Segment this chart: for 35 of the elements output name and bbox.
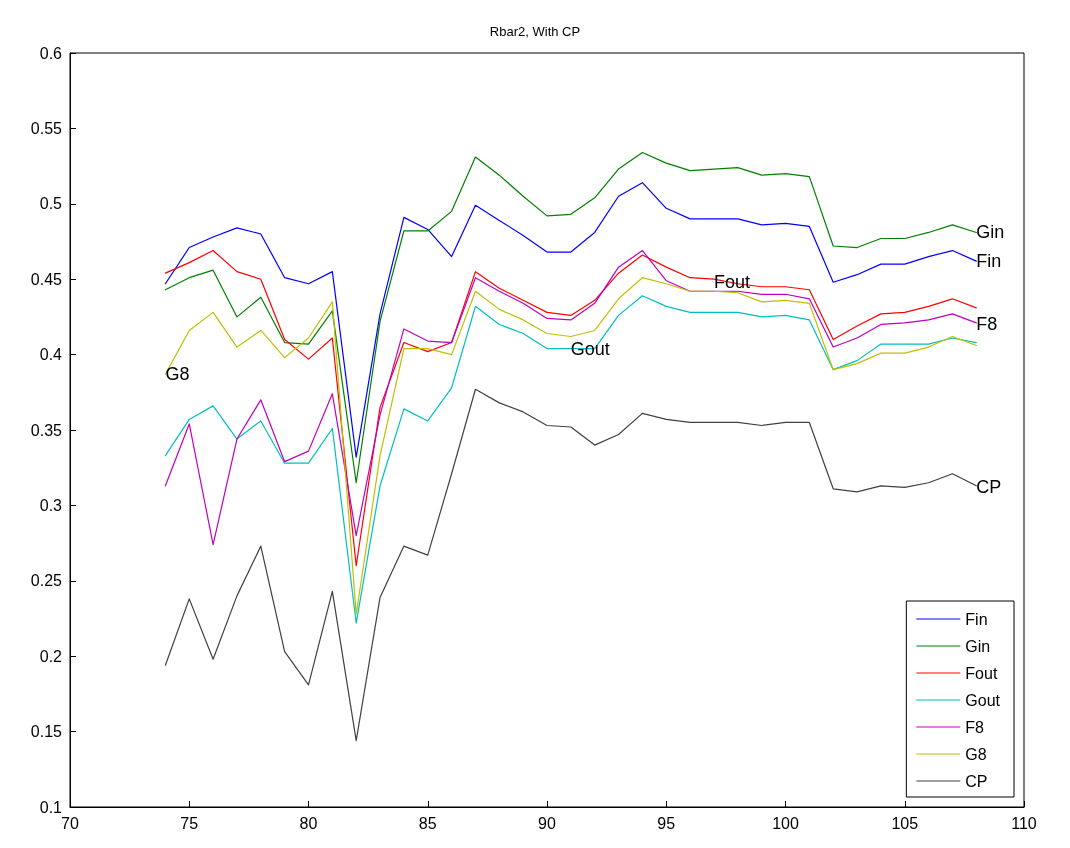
y-tick-label: 0.5 bbox=[39, 195, 63, 213]
legend-label: Gout bbox=[965, 691, 1001, 709]
x-tick-label: 75 bbox=[180, 814, 199, 832]
legend-label: Fout bbox=[965, 664, 998, 682]
x-tick-label: 105 bbox=[891, 814, 919, 832]
y-tick-label: 0.6 bbox=[39, 44, 63, 62]
annotation: Gin bbox=[976, 222, 1005, 243]
y-tick-label: 0.4 bbox=[39, 346, 63, 364]
legend-label: F8 bbox=[965, 718, 985, 736]
chart-title: Rbar2, With CP bbox=[489, 24, 581, 39]
legend-label: Fin bbox=[965, 610, 988, 628]
y-tick-label: 0.35 bbox=[30, 421, 63, 439]
x-tick-label: 95 bbox=[657, 814, 676, 832]
line-series bbox=[164, 182, 977, 458]
annotation: G8 bbox=[165, 364, 190, 385]
y-tick-label: 0.25 bbox=[30, 572, 63, 590]
y-tick-label: 0.3 bbox=[39, 496, 63, 514]
legend-label: CP bbox=[965, 772, 988, 790]
x-tick-label: 100 bbox=[772, 814, 799, 832]
x-tick-label: 85 bbox=[418, 814, 437, 832]
annotation: Fin bbox=[976, 251, 1002, 272]
y-tick-label: 0.45 bbox=[30, 270, 63, 288]
annotation: F8 bbox=[976, 314, 998, 335]
x-tick-label: 80 bbox=[299, 814, 318, 832]
y-tick-label: 0.15 bbox=[30, 723, 63, 741]
line-series bbox=[164, 151, 977, 484]
x-tick-label: 70 bbox=[61, 814, 79, 832]
y-tick-label: 0.55 bbox=[30, 119, 63, 137]
legend-label: G8 bbox=[965, 745, 987, 763]
x-tick-label: 90 bbox=[538, 814, 556, 832]
y-tick-label: 0.1 bbox=[39, 798, 63, 816]
y-tick-label: 0.2 bbox=[39, 647, 63, 665]
legend-label: Gin bbox=[965, 637, 991, 655]
x-tick-label: 110 bbox=[1011, 814, 1037, 832]
annotation: CP bbox=[976, 477, 1002, 498]
